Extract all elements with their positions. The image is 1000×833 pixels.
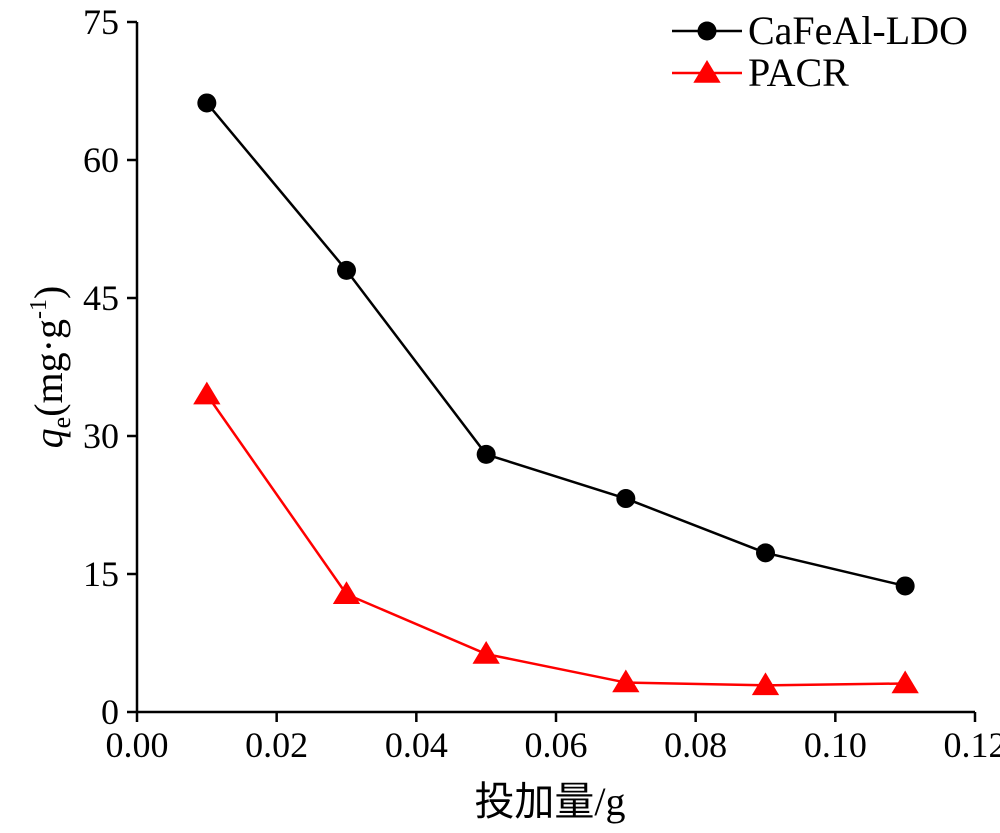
y-axis-title-unit: (mg·g — [26, 319, 71, 417]
series-line-cafeal-ldo — [205, 102, 906, 588]
data-point-pacr — [472, 641, 500, 664]
legend-label: CaFeAl-LDO — [748, 8, 968, 53]
data-point-pacr — [332, 581, 361, 604]
y-axis-title-sub: e — [47, 417, 76, 429]
x-tick-label: 0.08 — [664, 725, 727, 765]
y-ticks: 0 15 30 45 60 75 — [83, 2, 137, 732]
x-ticks: 0.00 0.02 0.04 0.06 0.08 0.10 0.12 — [106, 712, 1000, 765]
data-point-pacr — [751, 672, 780, 696]
x-tick-label: 0.00 — [106, 725, 169, 765]
y-axis-title-sup: -1 — [26, 299, 52, 319]
data-point-cafeal-ldo — [895, 576, 915, 596]
data-point-cafeal-ldo — [756, 543, 775, 563]
legend-label: PACR — [748, 50, 849, 95]
y-axis-title-close: ) — [26, 286, 71, 299]
y-tick-label: 60 — [83, 140, 119, 180]
y-axis-title: qe(mg·g-1) — [26, 286, 76, 449]
data-point-pacr — [891, 670, 919, 694]
y-axis-title-base: q — [26, 428, 71, 448]
legend-item-cafeal-ldo: CaFeAl-LDO — [672, 8, 968, 53]
x-tick-label: 0.10 — [804, 725, 867, 765]
x-tick-label: 0.02 — [245, 725, 308, 765]
data-point-pacr — [612, 669, 640, 693]
x-tick-label: 0.06 — [525, 725, 588, 765]
plot-area: 0 15 30 45 60 75 0.00 0.02 0.04 0.06 0.08 0.10 0.12 — [83, 2, 1000, 765]
series-line-pacr — [205, 393, 906, 687]
x-tick-label: 0.04 — [385, 725, 448, 765]
data-point-cafeal-ldo — [337, 260, 356, 280]
y-tick-label: 30 — [83, 416, 119, 456]
x-tick-label: 0.12 — [944, 725, 1000, 765]
svg-text:qe(mg·g-1): qe(mg·g-1) — [26, 286, 76, 449]
y-tick-label: 0 — [101, 692, 119, 732]
series-pacr — [193, 381, 919, 696]
y-tick-label: 75 — [83, 2, 119, 42]
y-tick-label: 45 — [83, 278, 119, 318]
series-layer — [193, 93, 919, 696]
x-axis-title: 投加量/g — [474, 779, 625, 824]
data-point-pacr — [193, 381, 221, 405]
data-point-cafeal-ldo — [616, 489, 636, 509]
series-cafeal-ldo — [197, 93, 915, 596]
data-point-cafeal-ldo — [197, 93, 217, 113]
legend-marker — [693, 60, 721, 83]
legend-marker — [697, 21, 717, 41]
y-tick-label: 15 — [83, 554, 119, 594]
legend-item-pacr: PACR — [672, 50, 849, 95]
data-point-cafeal-ldo — [476, 444, 496, 464]
